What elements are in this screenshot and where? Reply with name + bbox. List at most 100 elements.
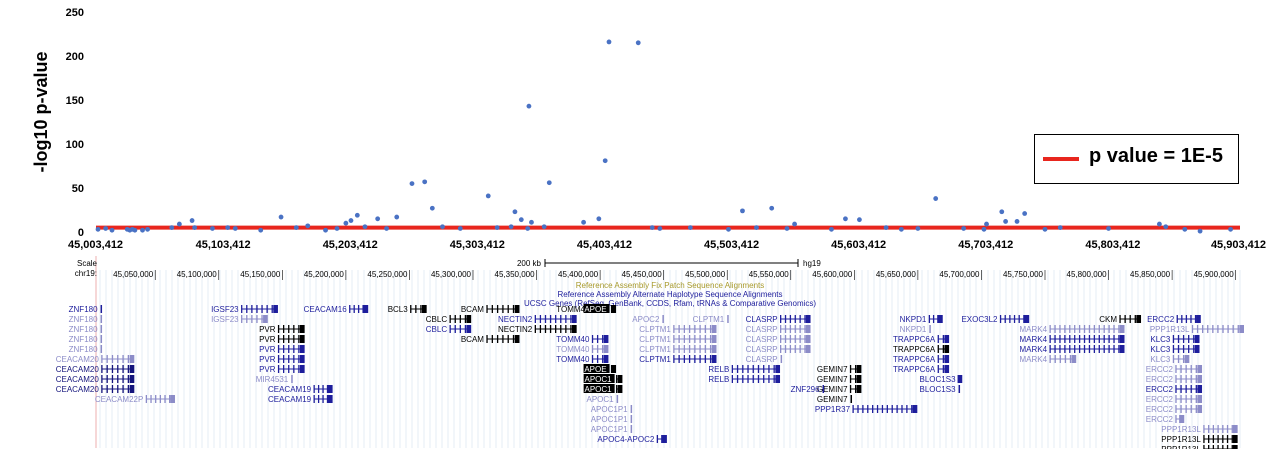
gene-label[interactable]: CLASRP — [746, 335, 778, 344]
gene-label[interactable]: BCAM — [461, 305, 484, 314]
gene-label[interactable]: PVR — [259, 345, 276, 354]
chrom-label: chr19: — [75, 269, 97, 278]
gene-label[interactable]: CLASRP — [746, 355, 778, 364]
gene-label[interactable]: KLC3 — [1150, 335, 1171, 344]
gene-exon — [1074, 345, 1076, 353]
gene-label[interactable]: NKPD1 — [900, 315, 927, 324]
gene-label[interactable]: APOC1 — [587, 395, 615, 404]
gene-label[interactable]: TOMM40 — [556, 305, 590, 314]
x-tick-label: 45,503,412 — [704, 239, 759, 251]
gene-label[interactable]: PVR — [259, 335, 276, 344]
gene-label[interactable]: TOMM40 — [556, 345, 590, 354]
gene-label[interactable]: BLOC1S3 — [920, 385, 957, 394]
gene-label[interactable]: ZNF180 — [69, 315, 98, 324]
gene-label[interactable]: MARK4 — [1020, 335, 1048, 344]
gene-label[interactable]: APOC1P1 — [591, 415, 628, 424]
gene-label[interactable]: CEACAM20 — [56, 385, 100, 394]
gene-exon — [246, 315, 248, 323]
gene-label[interactable]: TOMM40 — [556, 355, 590, 364]
gene-label[interactable]: TOMM40 — [556, 335, 590, 344]
gene-label[interactable]: NKPD1 — [900, 325, 927, 334]
gene-label[interactable]: KLC3 — [1150, 355, 1171, 364]
gene-exon — [662, 315, 664, 323]
data-point — [687, 225, 693, 231]
gene-label[interactable]: CLPTM1 — [639, 335, 671, 344]
gene-label[interactable]: CEACAM20 — [56, 375, 100, 384]
gene-exon — [298, 355, 300, 363]
gene-label[interactable]: CEACAM22P — [95, 395, 143, 404]
gene-label[interactable]: APOE — [584, 305, 606, 314]
gene-label[interactable]: CEACAM19 — [268, 385, 312, 394]
gene-label[interactable]: ZNF180 — [69, 305, 98, 314]
gene-label[interactable]: ERCC2 — [1146, 375, 1174, 384]
gene-label[interactable]: TRAPPC6A — [893, 365, 936, 374]
gene-label[interactable]: CLASRP — [746, 325, 778, 334]
gene-label[interactable]: APOE — [584, 365, 606, 374]
gene-label[interactable]: ZNF180 — [69, 345, 98, 354]
gene-label[interactable]: CEACAM20 — [56, 355, 100, 364]
gene-label[interactable]: ERCC2 — [1146, 415, 1174, 424]
gene-exon — [784, 335, 787, 343]
gene-label[interactable]: CLASRP — [746, 345, 778, 354]
gene-label[interactable]: CLPTM1 — [639, 355, 671, 364]
gene-label[interactable]: GEMIN7 — [817, 375, 848, 384]
gene-label[interactable]: RELB — [708, 365, 729, 374]
gene-label[interactable]: GEMIN7 — [817, 385, 848, 394]
gene-label[interactable]: NECTIN2 — [498, 325, 533, 334]
gene-label[interactable]: IGSF23 — [211, 315, 239, 324]
gene-label[interactable]: GEMIN7 — [817, 395, 848, 404]
gene-label[interactable]: MARK4 — [1020, 345, 1048, 354]
gene-label[interactable]: RELB — [708, 375, 729, 384]
gene-label[interactable]: APOC2 — [632, 315, 660, 324]
gene-label[interactable]: BCL3 — [388, 305, 409, 314]
gene-label[interactable]: ZNF180 — [69, 335, 98, 344]
gene-label[interactable]: ERCC2 — [1147, 315, 1175, 324]
gene-label[interactable]: PPP1R13L — [1150, 325, 1190, 334]
gene-label[interactable]: MARK4 — [1020, 355, 1048, 364]
gene-label[interactable]: APOC1P1 — [591, 425, 628, 434]
gene-label[interactable]: CKM — [1099, 315, 1117, 324]
gene-label[interactable]: MIR4531 — [256, 375, 289, 384]
gene-label[interactable]: KLC3 — [1150, 345, 1171, 354]
gene-exon — [159, 395, 162, 403]
gene-label[interactable]: NECTIN2 — [498, 315, 533, 324]
gene-label[interactable]: BCAM — [461, 335, 484, 344]
gene-label[interactable]: ERCC2 — [1146, 365, 1174, 374]
gene-label[interactable]: ZNF296 — [791, 385, 820, 394]
gene-label[interactable]: APOC1 — [585, 375, 613, 384]
gene-label[interactable]: CLASRP — [746, 315, 778, 324]
gene-label[interactable]: TRAPPC6A — [893, 355, 936, 364]
gene-label[interactable]: ZNF180 — [69, 325, 98, 334]
gene-label[interactable]: ERCC2 — [1146, 385, 1174, 394]
gene-label[interactable]: CLPTM1 — [639, 345, 671, 354]
gene-label[interactable]: APOC1 — [585, 385, 613, 394]
gene-label[interactable]: TRAPPC6A — [893, 345, 936, 354]
gene-label[interactable]: EXOC3L2 — [961, 315, 998, 324]
gene-exon — [261, 315, 263, 323]
gene-label[interactable]: CLPTM1 — [639, 325, 671, 334]
gene-label[interactable]: ERCC2 — [1146, 395, 1174, 404]
gene-label[interactable]: APOC4-APOC2 — [597, 435, 654, 444]
gene-label[interactable]: PVR — [259, 365, 276, 374]
gene-label[interactable]: PVR — [259, 355, 276, 364]
gene-label[interactable]: PPP1R37 — [815, 405, 851, 414]
gene-label[interactable]: GEMIN7 — [817, 365, 848, 374]
gene-label[interactable]: CEACAM16 — [304, 305, 348, 314]
gene-label[interactable]: PPP1R13L — [1161, 445, 1201, 449]
gene-label[interactable]: CBLC — [426, 325, 448, 334]
gene-label[interactable]: CLPTM1 — [693, 315, 725, 324]
gene-label[interactable]: CEACAM20 — [56, 365, 100, 374]
gene-label[interactable]: CEACAM19 — [268, 395, 312, 404]
gene-label[interactable]: CBLC — [426, 315, 448, 324]
gene-label[interactable]: PVR — [259, 325, 276, 334]
gene-label[interactable]: IGSF23 — [211, 305, 239, 314]
coord-label: 45,450,000 — [622, 270, 663, 279]
gene-label[interactable]: ERCC2 — [1146, 405, 1174, 414]
gene-exon — [420, 305, 422, 313]
gene-label[interactable]: APOC1P1 — [591, 405, 628, 414]
gene-label[interactable]: PPP1R13L — [1161, 425, 1201, 434]
gene-label[interactable]: MARK4 — [1020, 325, 1048, 334]
gene-label[interactable]: BLOC1S3 — [920, 375, 957, 384]
gene-label[interactable]: TRAPPC6A — [893, 335, 936, 344]
gene-label[interactable]: PPP1R13L — [1161, 435, 1201, 444]
